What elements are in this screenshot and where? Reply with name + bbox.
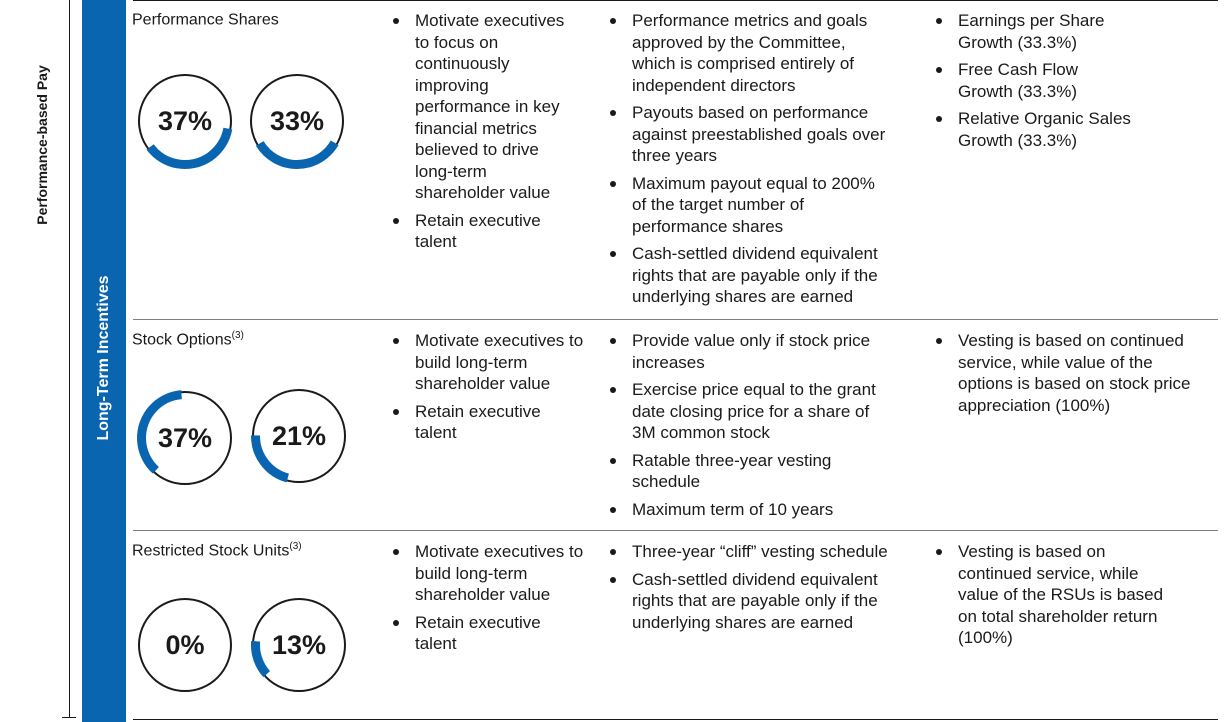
row-title-footnote: (3): [231, 330, 244, 341]
list-item: Maximum term of 10 years: [607, 499, 902, 521]
features-list: Performance metrics and goals approved b…: [607, 10, 917, 308]
metrics-column: Vesting is based on continued service, w…: [933, 541, 1223, 655]
bottom-rule: [133, 719, 1218, 720]
donut-value: 37%: [157, 423, 213, 453]
list-item: Ratable three-year vesting schedule: [607, 450, 862, 493]
donut-value: 13%: [271, 630, 327, 660]
list-item: Vesting is based on continued service, w…: [933, 541, 1183, 649]
list-item: Three-year “cliff” vesting schedule: [607, 541, 942, 563]
donut-svg: [249, 73, 345, 169]
donut-chart: 21%: [249, 386, 349, 486]
list-item: Cash-settled dividend equivalent rights …: [607, 243, 907, 308]
row-title-text: Stock Options: [132, 331, 232, 349]
features-column: Provide value only if stock price increa…: [607, 330, 917, 526]
list-item: Retain executive talent: [390, 401, 575, 444]
top-rule: [133, 0, 1218, 1]
long-term-incentives-band: Long-Term Incentives: [82, 0, 126, 722]
purpose-list: Motivate executives to focus on continuo…: [390, 10, 590, 253]
donut-arc: [251, 388, 347, 484]
donut-svg: [137, 73, 233, 169]
purpose-column: Motivate executives to build long-term s…: [390, 330, 590, 450]
purpose-column: Motivate executives to focus on continuo…: [390, 10, 590, 259]
metrics-column: Earnings per Share Growth (33.3%) Free C…: [933, 10, 1223, 157]
metrics-column: Vesting is based on continued service, w…: [933, 330, 1223, 422]
list-item: Exercise price equal to the grant date c…: [607, 379, 897, 444]
row-separator-1: [133, 319, 1218, 320]
donut-ring: [138, 598, 232, 692]
left-rule-tick: [62, 717, 76, 718]
list-item: Motivate executives to build long-term s…: [390, 541, 585, 606]
list-item: Vesting is based on continued service, w…: [933, 330, 1193, 416]
list-item: Motivate executives to focus on continuo…: [390, 10, 575, 204]
list-item: Retain executive talent: [390, 210, 575, 253]
donut-chart: 37%: [135, 71, 235, 171]
row-title-text: Restricted Stock Units: [132, 542, 290, 560]
donut-chart: 37%: [135, 388, 235, 488]
features-column: Three-year “cliff” vesting schedule Cash…: [607, 541, 917, 639]
donut-arc: [137, 73, 233, 169]
metrics-list: Earnings per Share Growth (33.3%) Free C…: [933, 10, 1223, 151]
purpose-column: Motivate executives to build long-term s…: [390, 541, 590, 661]
list-item: Maximum payout equal to 200% of the targ…: [607, 173, 877, 238]
list-item: Provide value only if stock price increa…: [607, 330, 897, 373]
list-item: Relative Organic Sales Growth (33.3%): [933, 108, 1143, 151]
purpose-list: Motivate executives to build long-term s…: [390, 330, 590, 444]
row-performance-shares: Performance Shares 37% 33% Motivate exec…: [0, 0, 1229, 319]
row-restricted-stock-units: Restricted Stock Units(3) 0% 13% Motivat…: [0, 531, 1229, 719]
row-separator-2: [133, 530, 1218, 531]
donut-svg: [251, 388, 347, 484]
row-stock-options: Stock Options(3) 37% 21% Motivate execut…: [0, 320, 1229, 530]
features-list: Provide value only if stock price increa…: [607, 330, 917, 520]
row-title-text: Performance Shares: [132, 11, 279, 29]
row-title-footnote: (3): [289, 541, 302, 552]
list-item: Payouts based on performance against pre…: [607, 102, 902, 167]
donut-svg: [138, 598, 232, 692]
donut-value: 0%: [165, 630, 205, 660]
donut-chart: 33%: [247, 71, 347, 171]
donut-chart: 0%: [135, 595, 235, 695]
left-vertical-rule: [69, 0, 70, 718]
list-item: Performance metrics and goals approved b…: [607, 10, 887, 96]
row-title: Stock Options(3): [132, 330, 244, 349]
metrics-list: Vesting is based on continued service, w…: [933, 330, 1223, 416]
purpose-list: Motivate executives to build long-term s…: [390, 541, 590, 655]
list-item: Earnings per Share Growth (33.3%): [933, 10, 1113, 53]
donut-value: 37%: [157, 106, 213, 136]
features-column: Performance metrics and goals approved b…: [607, 10, 917, 314]
list-item: Retain executive talent: [390, 612, 575, 655]
list-item: Motivate executives to build long-term s…: [390, 330, 585, 395]
donut-svg: [137, 390, 233, 486]
donut-arc: [251, 597, 347, 693]
features-list: Three-year “cliff” vesting schedule Cash…: [607, 541, 917, 633]
row-title: Performance Shares: [132, 10, 279, 29]
donut-value: 21%: [271, 421, 327, 451]
donut-value: 33%: [269, 106, 325, 136]
metrics-list: Vesting is based on continued service, w…: [933, 541, 1223, 649]
row-title: Restricted Stock Units(3): [132, 541, 302, 560]
donut-svg: [251, 597, 347, 693]
list-item: Cash-settled dividend equivalent rights …: [607, 569, 907, 634]
donut-chart: 13%: [249, 595, 349, 695]
list-item: Free Cash Flow Growth (33.3%): [933, 59, 1108, 102]
